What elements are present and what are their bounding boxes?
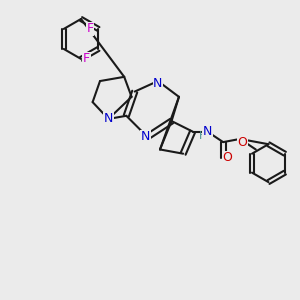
- Text: F: F: [83, 52, 90, 65]
- Text: N: N: [141, 130, 150, 143]
- Text: O: O: [222, 152, 232, 164]
- Text: F: F: [86, 22, 94, 35]
- Text: N: N: [203, 125, 212, 138]
- Text: N: N: [153, 77, 163, 90]
- Text: H: H: [199, 131, 207, 141]
- Text: O: O: [237, 136, 247, 148]
- Text: N: N: [104, 112, 113, 125]
